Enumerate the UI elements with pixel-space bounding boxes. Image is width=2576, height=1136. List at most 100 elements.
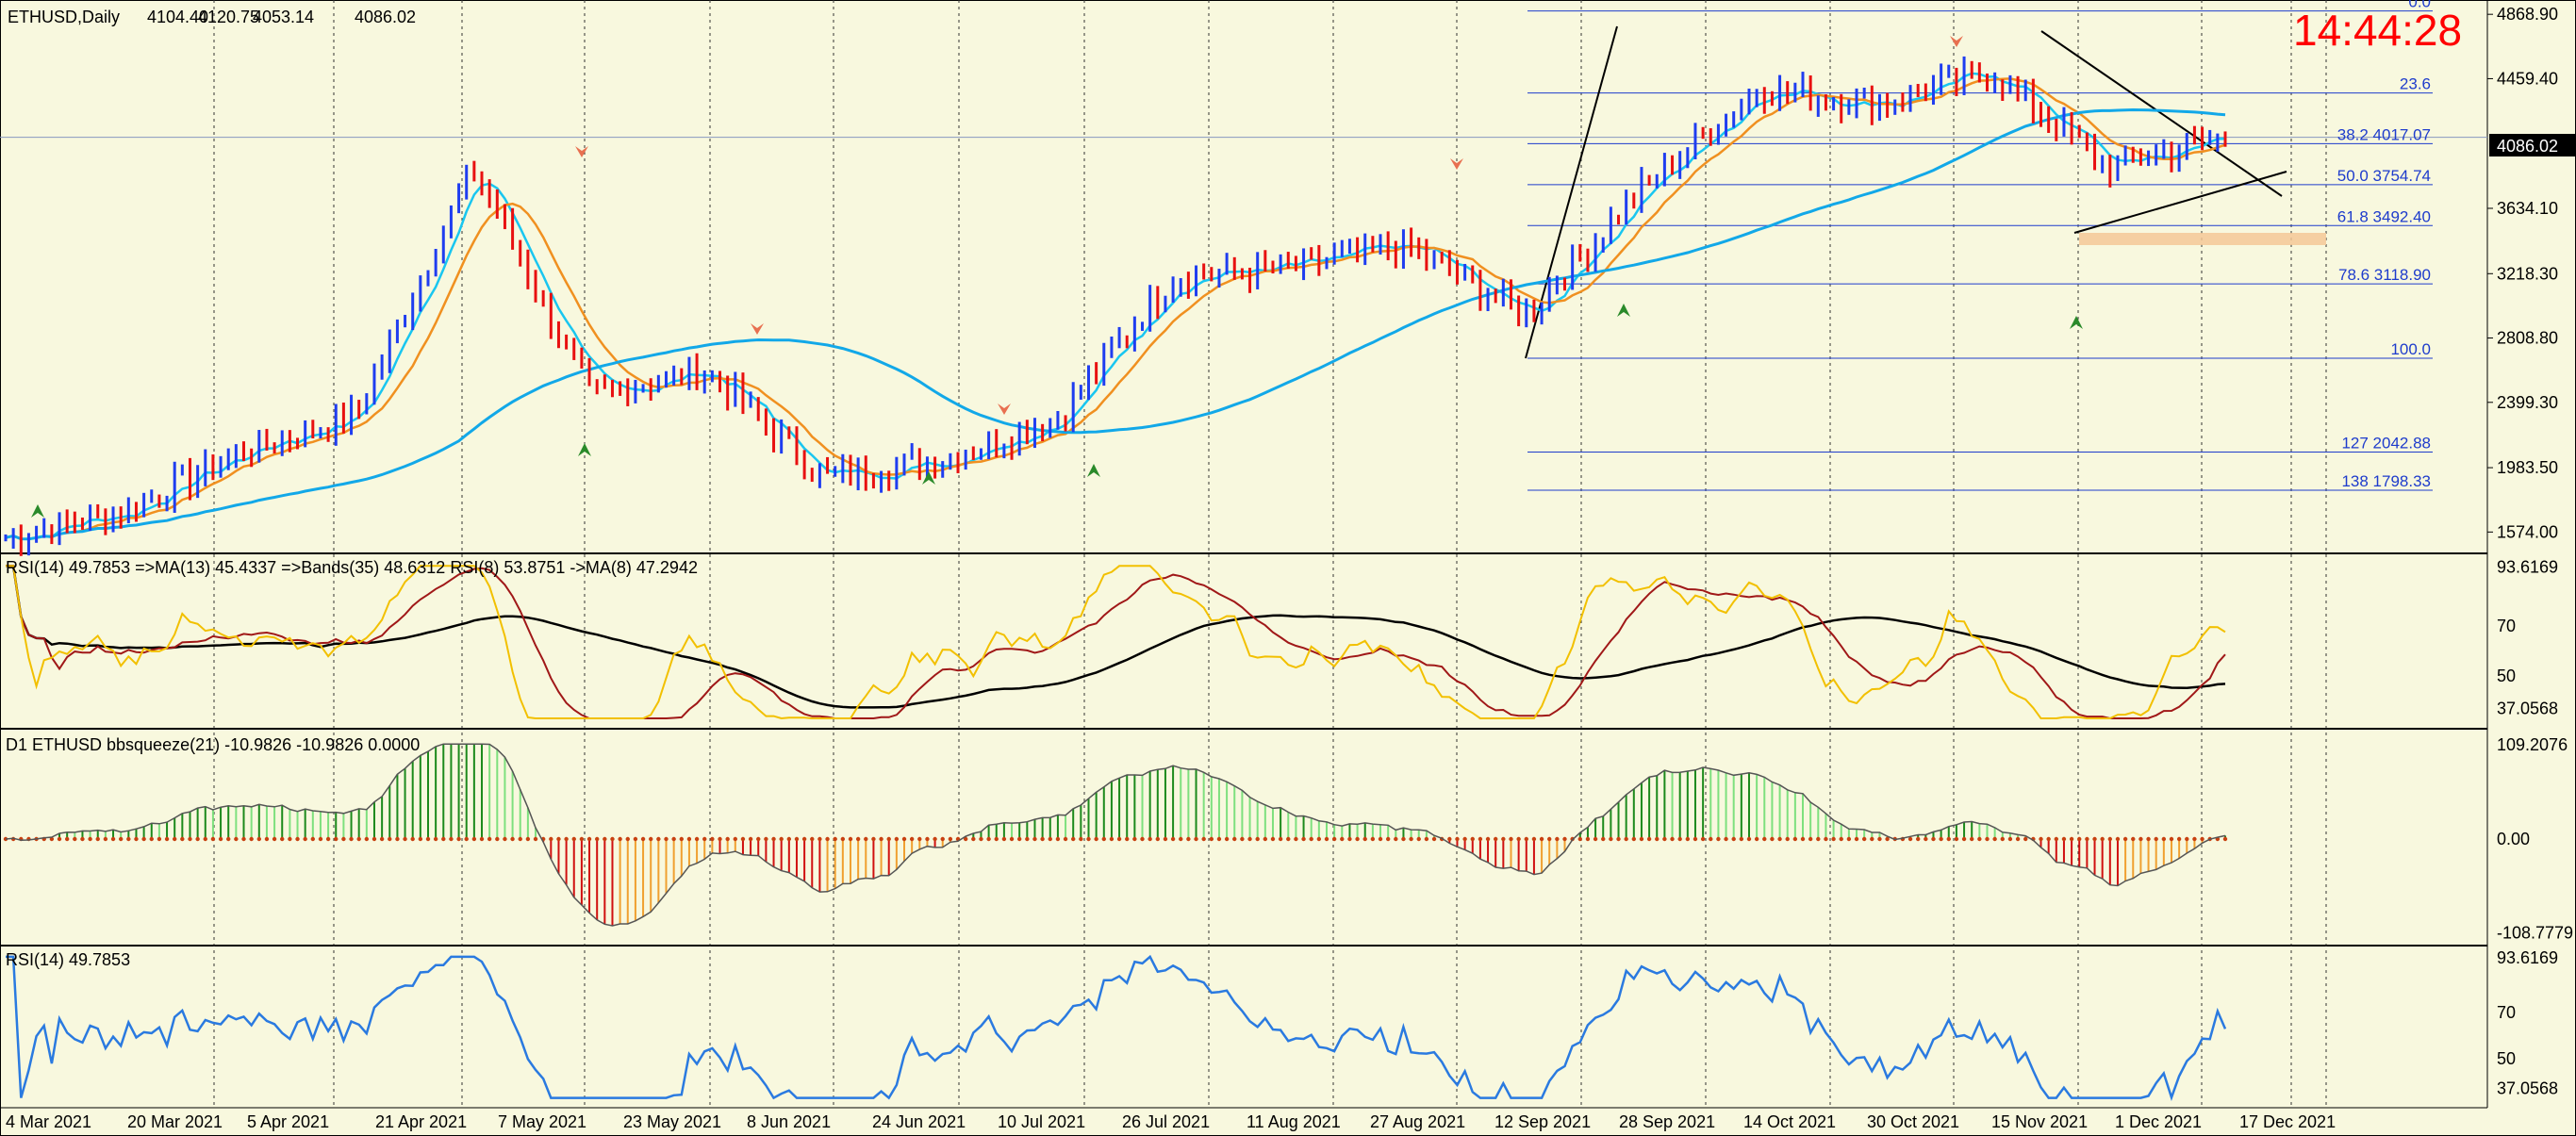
bbsqueeze-legend: D1 ETHUSD bbsqueeze(21) -10.9826 -10.982… — [6, 735, 420, 754]
bbsqueeze-dot — [1224, 836, 1230, 842]
ma-slow-line — [5, 107, 2226, 541]
rsi-panel[interactable] — [6, 565, 2226, 720]
ohlc-close: 4086.02 — [355, 8, 416, 26]
bbsqueeze-dot — [80, 836, 85, 842]
bbsqueeze-dot — [288, 836, 292, 842]
bbsqueeze-dot — [495, 836, 500, 842]
bbsqueeze-dot — [1555, 836, 1560, 842]
bbsqueeze-dot — [1808, 836, 1813, 842]
bbsqueeze-dot — [1907, 836, 1913, 842]
bbsqueeze-dot — [1079, 836, 1083, 842]
bbsqueeze-dot — [1931, 836, 1936, 842]
fib-level-label: 78.6 3118.90 — [2338, 266, 2431, 284]
bbsqueeze-dot — [372, 836, 377, 842]
bbsqueeze-dot — [1424, 836, 1429, 842]
bbsqueeze-dot — [1861, 836, 1867, 842]
bbsqueeze-dot — [2154, 836, 2158, 842]
bbsqueeze-dot — [640, 836, 646, 842]
bbsqueeze-dot — [118, 836, 124, 842]
bbsqueeze-dot — [1370, 836, 1376, 842]
bbsqueeze-dot — [879, 836, 883, 842]
bbsqueeze-dot — [1846, 836, 1852, 842]
bbsqueeze-dot — [2185, 836, 2189, 842]
bbsqueeze-dot — [901, 836, 907, 842]
bbsqueeze-dot — [1001, 836, 1007, 842]
bbsqueeze-dot — [1055, 836, 1061, 842]
bbsqueeze-dot — [1286, 836, 1291, 842]
bbsqueeze-dot — [57, 836, 62, 842]
bbsqueeze-dot — [2007, 836, 2013, 842]
bbsqueeze-dot — [1385, 836, 1391, 842]
bbsqueeze-dot — [1048, 836, 1052, 842]
bbsqueeze-dot — [356, 836, 361, 842]
bbsqueeze-dot — [618, 836, 622, 842]
bbsqueeze-dot — [449, 836, 454, 842]
fib-level-label: 50.0 3754.74 — [2337, 167, 2431, 185]
fib-level-label: 38.2 4017.07 — [2337, 125, 2431, 143]
bbsqueeze-dot — [571, 836, 576, 842]
bbsqueeze-dot — [2046, 836, 2051, 842]
bbsqueeze-dot — [310, 836, 316, 842]
bbsqueeze-dot — [656, 836, 661, 842]
bbsqueeze-dot — [1109, 836, 1115, 842]
bbsqueeze-dot — [694, 836, 700, 842]
fib-level-label: 0.0 — [2408, 0, 2431, 11]
bbsqueeze-dot — [1101, 836, 1106, 842]
bbsqueeze-dot — [1700, 836, 1706, 842]
bbsqueeze-dot — [1186, 836, 1191, 842]
bbsqueeze-dot — [1961, 836, 1967, 842]
bbsqueeze-dot — [418, 836, 423, 842]
rsi2-panel[interactable] — [6, 954, 2227, 1101]
bbsqueeze-dot — [1970, 836, 1974, 842]
rsi-legend: RSI(14) 49.7853 =>MA(13) 45.4337 =>Bands… — [6, 558, 698, 577]
bbsqueeze-dot — [1593, 836, 1598, 842]
bbsqueeze-dot — [249, 836, 254, 842]
rsi2-axis: 93.6169 70 50 37.0568 — [2497, 948, 2558, 1098]
rsi2-tick-label: 70 — [2497, 1003, 2516, 1022]
bbsqueeze-dot — [1831, 836, 1836, 842]
bbsqueeze-panel[interactable] — [3, 743, 2228, 927]
bbsqueeze-dot — [1746, 836, 1752, 842]
bbsqueeze-tick-label: -108.7779 — [2497, 924, 2573, 943]
bbsqueeze-dot — [649, 836, 653, 842]
support-zone[interactable] — [2079, 233, 2326, 245]
bbsqueeze-dot — [603, 836, 607, 842]
bbsqueeze-dot — [1116, 836, 1122, 842]
price-tick-label: 1574.00 — [2497, 522, 2558, 541]
bbsqueeze-dot — [1501, 836, 1506, 842]
date-tick-label: 7 May 2021 — [498, 1112, 586, 1131]
bbsqueeze-dot — [2122, 836, 2128, 842]
bbsqueeze-dot — [433, 836, 438, 842]
bbsqueeze-dot — [894, 836, 900, 842]
bbsqueeze-dot — [364, 836, 370, 842]
bbsqueeze-dot — [2192, 836, 2197, 842]
bbsqueeze-dot — [164, 836, 170, 842]
price-axis: 4868.90 4459.40 3634.10 3218.30 2808.80 2399.… — [2487, 5, 2558, 541]
date-axis: 4 Mar 2021 20 Mar 2021 5 Apr 2021 21 Apr 20… — [6, 1112, 2336, 1131]
bbsqueeze-dot — [503, 836, 507, 842]
bbsqueeze-dot — [1524, 836, 1528, 842]
bbsqueeze-dot — [1493, 836, 1498, 842]
bbsqueeze-dot — [2146, 836, 2151, 842]
price-tick-label: 2399.30 — [2497, 393, 2558, 412]
rsi-bands-line — [6, 565, 2226, 709]
bbsqueeze-dot — [218, 836, 223, 842]
bbsqueeze-dot — [825, 836, 830, 842]
bbsqueeze-dot — [1792, 836, 1798, 842]
rsi-tick-label: 70 — [2497, 617, 2516, 635]
bbsqueeze-dot — [917, 836, 922, 842]
bbsqueeze-dot — [664, 836, 669, 842]
rsi-ma-line — [6, 565, 2226, 719]
bbsqueeze-dot — [341, 836, 346, 842]
price-tick-label: 4459.40 — [2497, 69, 2558, 88]
fib-level-label: 23.6 — [2400, 75, 2431, 93]
bbsqueeze-dot — [1924, 836, 1928, 842]
bbsqueeze-dot — [349, 836, 354, 842]
price-tick-label: 4868.90 — [2497, 5, 2558, 24]
bbsqueeze-dot — [1716, 836, 1721, 842]
bbsqueeze-dot — [272, 836, 277, 842]
bbsqueeze-dot — [280, 836, 285, 842]
bbsqueeze-dot — [334, 836, 339, 842]
bbsqueeze-dot — [810, 836, 815, 842]
